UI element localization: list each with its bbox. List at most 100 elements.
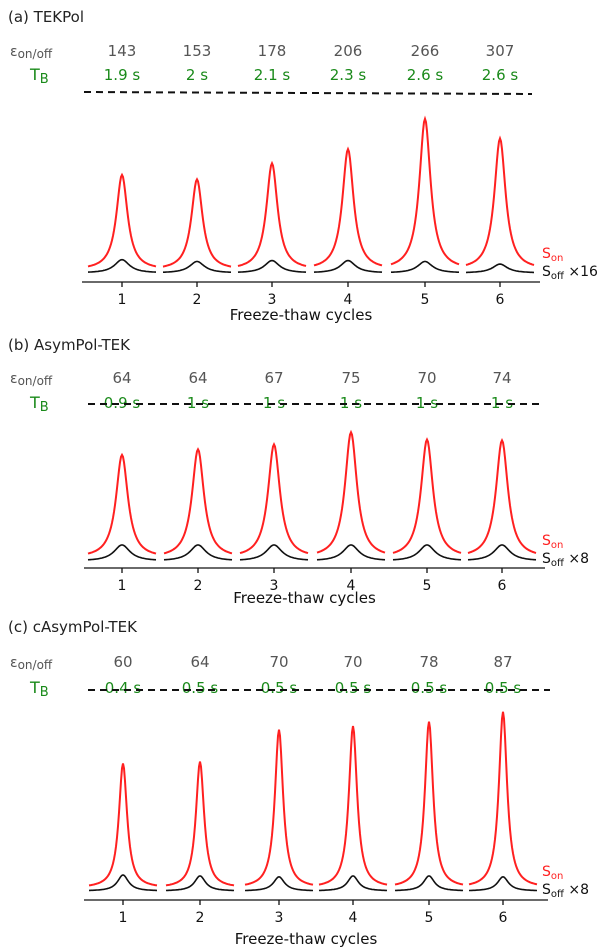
legend-label: Soff ×8 <box>542 882 589 900</box>
x-tick-label: 1 <box>118 578 127 594</box>
tb-value: 0.4 s <box>105 679 142 697</box>
spectrum-off-peak <box>237 259 307 273</box>
x-tick-label: 3 <box>268 292 277 308</box>
eps-label: εon/off <box>10 44 53 61</box>
spectrum-off-peak <box>163 544 233 561</box>
tb-value: 0.5 s <box>261 679 298 697</box>
eps-value: 206 <box>334 42 363 60</box>
chart-panel-1: (a) TEKPol εon/off TB 143 1 5 3 178 206 266 307 1.9… <box>8 8 598 324</box>
x-tick-label: 3 <box>275 910 284 926</box>
eps-value: 307 <box>486 42 515 60</box>
eps-value: 266 <box>411 42 440 60</box>
x-tick-label: 4 <box>347 578 356 594</box>
x-tick-label: 2 <box>193 292 202 308</box>
tb-value: 0.5 s <box>411 679 448 697</box>
tb-value: 2.3 s <box>330 66 367 84</box>
x-axis-label: Freeze-thaw cycles <box>233 589 376 607</box>
panel-title: (c) cAsymPol-TEK <box>8 618 138 636</box>
spectrum-on-peak <box>394 721 464 886</box>
eps-value: 64 <box>112 369 131 387</box>
x-tick-label: 1 <box>119 910 128 926</box>
spectrum-on-peak <box>87 172 157 268</box>
legend-label: Son <box>542 246 563 264</box>
eps-label: εon/off <box>10 655 53 672</box>
spectrum-off-peak <box>316 544 386 561</box>
eps-value: 64 <box>190 653 209 671</box>
x-tick-label: 6 <box>498 578 507 594</box>
spectrum-off-peak <box>245 875 313 892</box>
spectrum-on-peak <box>244 729 314 886</box>
eps-value: 60 <box>113 653 132 671</box>
x-tick-label: 6 <box>499 910 508 926</box>
tb-value: 1.9 s <box>104 66 141 84</box>
eps-value: 67 <box>264 369 283 387</box>
spectrum-on-peak <box>318 725 388 886</box>
x-tick-label: 3 <box>270 578 279 594</box>
x-tick-label: 2 <box>196 910 205 926</box>
tb-value: 2.6 s <box>482 66 519 84</box>
spectrum-off-peak <box>239 544 309 561</box>
eps-value: 70 <box>269 653 288 671</box>
x-tick-label: 5 <box>421 292 430 308</box>
spectrum-off-peak <box>394 875 464 892</box>
tb-value: 0.5 s <box>335 679 372 697</box>
x-tick-label: 2 <box>194 578 203 594</box>
spectrum-off-peak <box>165 875 235 892</box>
x-tick-label: 1 <box>118 292 127 308</box>
spectrum-off-peak <box>391 260 459 273</box>
spectrum-off-peak <box>88 258 156 273</box>
legend-label: Son <box>542 533 563 551</box>
tb-value: 0.9 s <box>104 394 141 412</box>
spectrum-on-peak <box>237 160 307 267</box>
legend-label: Son <box>542 864 563 882</box>
spectrum-off-peak <box>466 263 534 274</box>
spectrum-on-peak <box>467 437 537 554</box>
spectrum-on-peak <box>465 135 535 266</box>
tb-label: TB <box>29 393 49 415</box>
spectrum-on-peak <box>165 761 235 887</box>
x-axis-label: Freeze-thaw cycles <box>235 930 378 948</box>
eps-value: 178 <box>258 42 287 60</box>
spectrum-on-peak <box>87 452 157 555</box>
spectrum-on-peak <box>392 437 462 554</box>
spectrum-on-peak <box>390 115 460 266</box>
tb-value: 0.5 s <box>485 679 522 697</box>
legend-label: Soff ×8 <box>542 551 589 569</box>
spectrum-off-peak <box>467 544 537 561</box>
x-tick-label: 5 <box>425 910 434 926</box>
eps-value: 87 <box>493 653 512 671</box>
eps-label: εon/off <box>10 371 53 388</box>
tb-value: 1 s <box>340 394 362 412</box>
panel-title: (b) AsymPol-TEK <box>8 336 131 354</box>
spectrum-on-peak <box>163 447 233 555</box>
tb-value: 2.1 s <box>254 66 291 84</box>
tb-label: TB <box>29 65 49 87</box>
spectrum-on-peak <box>88 763 158 887</box>
tb-value: 2.6 s <box>407 66 444 84</box>
legend-label: Soff ×16 <box>542 264 598 282</box>
tb-value: 0.5 s <box>182 679 219 697</box>
eps-value: 143 <box>108 42 137 60</box>
x-tick-label: 6 <box>496 292 505 308</box>
x-tick-label: 4 <box>349 910 358 926</box>
eps-value: 64 <box>188 369 207 387</box>
spectrum-off-peak <box>87 544 157 561</box>
spectrum-off-peak <box>318 875 388 892</box>
spectrum-off-peak <box>89 874 157 892</box>
eps-value: 75 <box>341 369 360 387</box>
panel-title: (a) TEKPol <box>8 8 84 26</box>
spectrum-on-peak <box>313 146 383 267</box>
eps-value: 70 <box>343 653 362 671</box>
spectrum-off-peak <box>313 259 383 273</box>
eps-value: 78 <box>419 653 438 671</box>
eps-value: 74 <box>492 369 511 387</box>
spectrum-on-peak <box>468 711 538 886</box>
x-tick-label: 5 <box>423 578 432 594</box>
spectrum-off-peak <box>163 260 231 273</box>
dashed-divider <box>83 91 533 95</box>
x-tick-label: 4 <box>344 292 353 308</box>
spectrum-on-peak <box>162 177 232 268</box>
